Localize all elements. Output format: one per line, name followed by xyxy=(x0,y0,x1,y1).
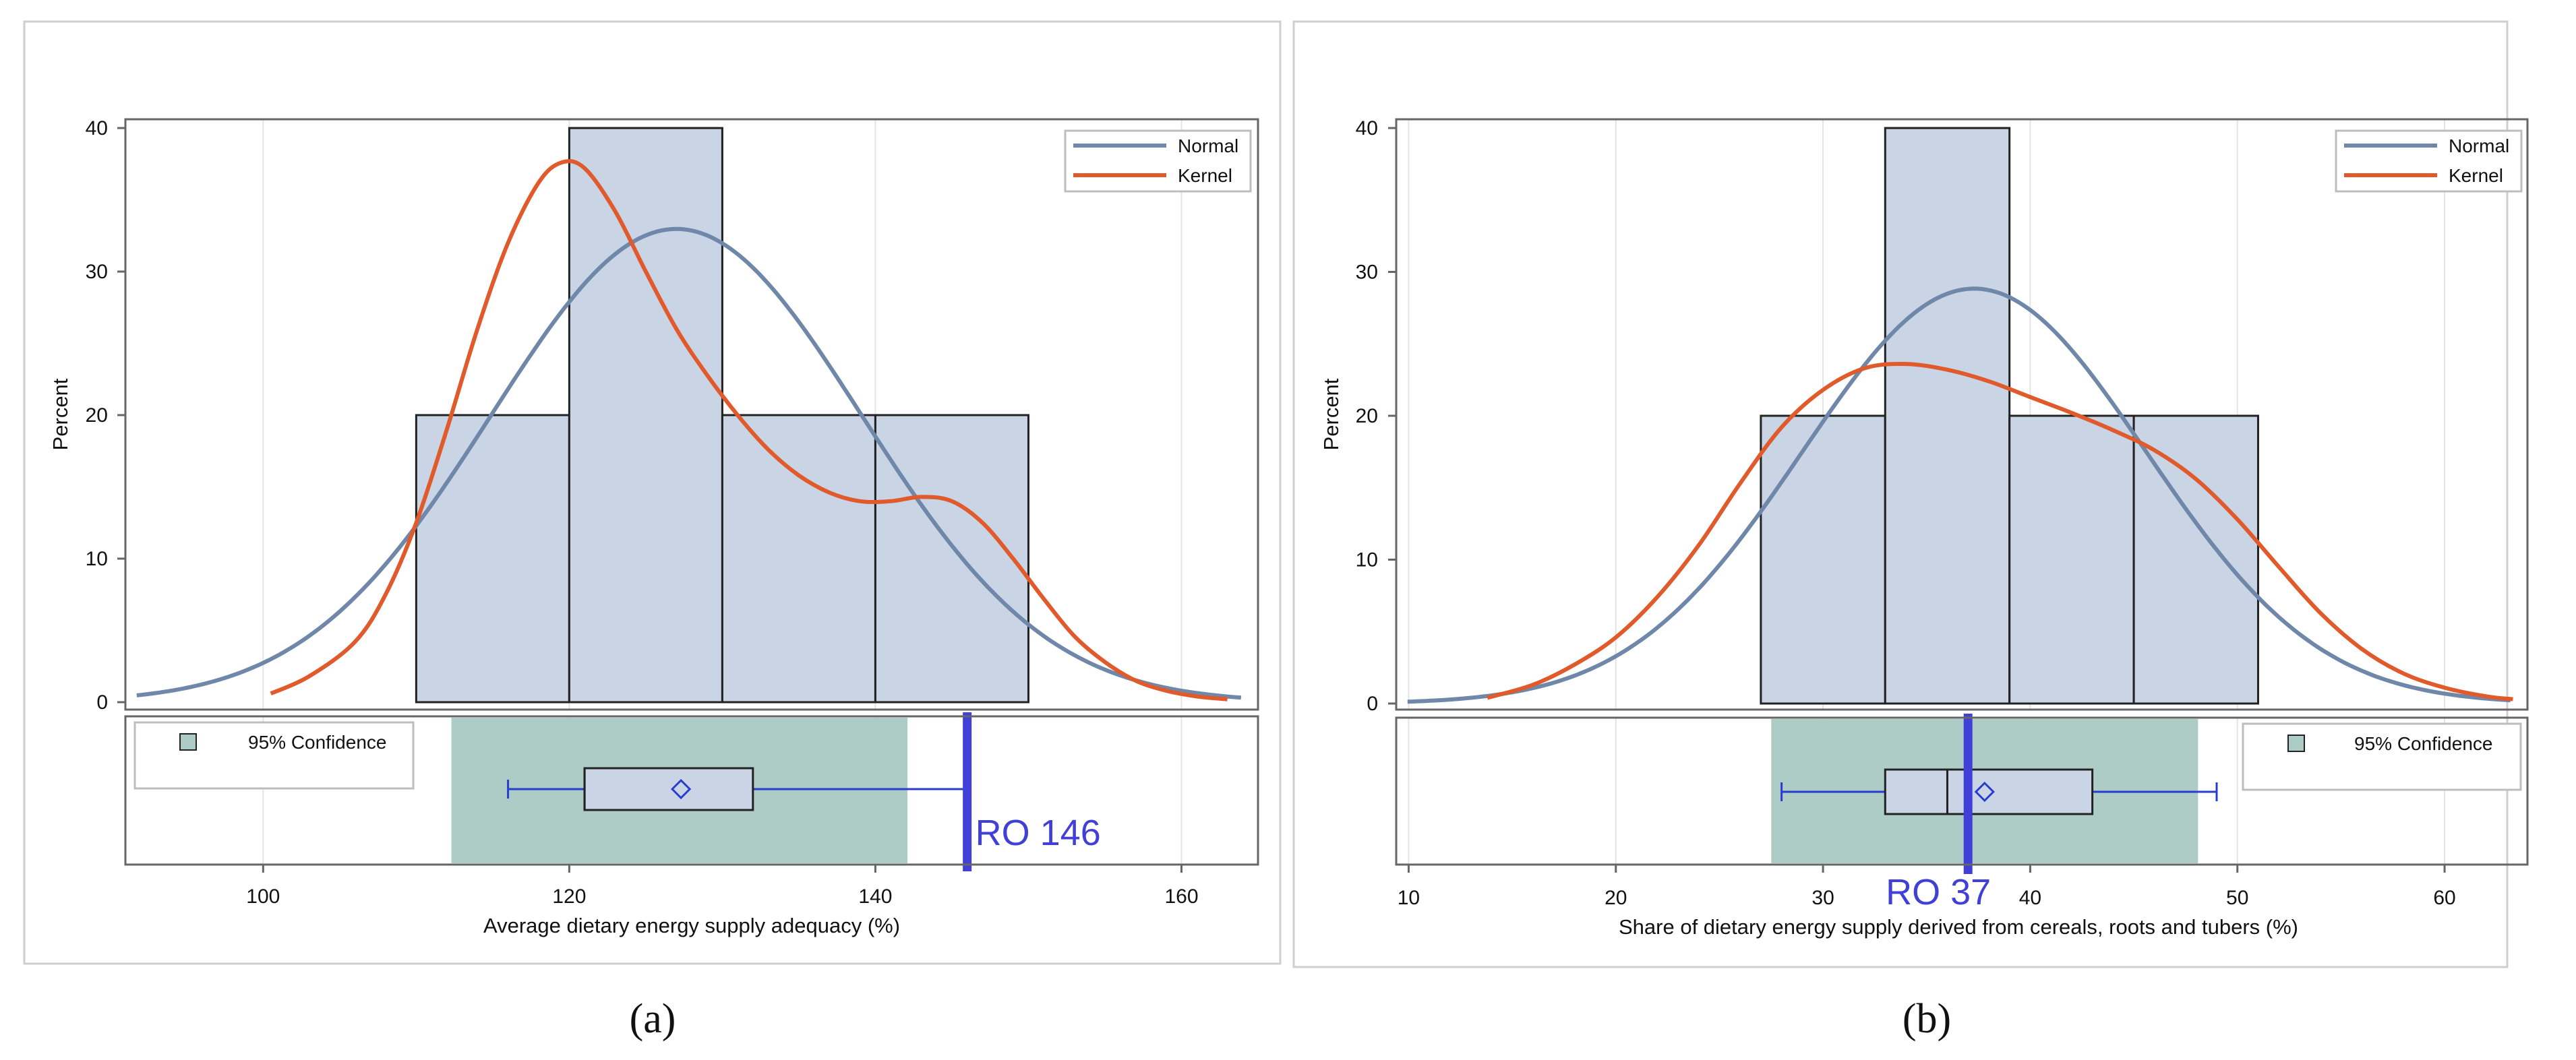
legend-frame xyxy=(2335,129,2523,193)
x-tick-label: 60 xyxy=(2433,887,2455,909)
x-tick-label: 140 xyxy=(858,885,892,908)
y-tick-label: 10 xyxy=(1356,549,1378,571)
legend-normal-label: Normal xyxy=(2449,135,2509,156)
x-tick-label: 100 xyxy=(246,885,280,908)
legend-kernel-label: Kernel xyxy=(1178,165,1232,186)
mean-marker xyxy=(1974,781,1995,803)
histogram-bar xyxy=(721,414,876,704)
y-axis-label: Percent xyxy=(1319,378,1343,450)
x-tick-label: 10 xyxy=(1398,887,1420,909)
histogram-bar xyxy=(568,127,723,704)
y-tick-label: 20 xyxy=(86,404,108,427)
histogram-plot-frame xyxy=(1395,118,2529,711)
y-tick-label: 30 xyxy=(86,261,108,283)
iqr-box xyxy=(1884,768,2094,815)
panel-b: 0 10 20 30 40 Percent Normal Kernel RO 37 95… xyxy=(1292,20,2529,1042)
x-tick-label: 30 xyxy=(1811,887,1834,909)
panel-a: 0 10 20 30 40 Percent Normal Kernel RO 146 9… xyxy=(23,20,1282,1042)
x-axis-ticks: 10 20 30 40 50 60 xyxy=(1398,865,2456,909)
confidence-legend: 95% Confidence xyxy=(133,721,415,790)
histogram-bar xyxy=(1884,127,2011,705)
confidence-legend: 95% Confidence xyxy=(2242,722,2522,791)
y-tick-label: 30 xyxy=(1356,261,1378,284)
legend-normal-label: Normal xyxy=(1178,135,1238,156)
boxplot-panel: RO 37 xyxy=(1771,714,2218,912)
x-axis-ticks: 100 120 140 160 xyxy=(246,865,1199,908)
histogram-bars xyxy=(1760,127,2259,705)
panel-label: (b) xyxy=(1903,996,1951,1042)
y-tick-label: 10 xyxy=(86,548,108,570)
normal-curve xyxy=(136,226,1242,700)
kernel-curve xyxy=(1487,362,2513,702)
histogram-bar xyxy=(1760,414,1886,705)
y-axis-ticks: 0 10 20 30 40 xyxy=(1356,117,1396,715)
kernel-curve xyxy=(270,159,1228,702)
y-tick-label: 0 xyxy=(96,691,108,714)
ro-label: RO 37 xyxy=(1886,872,1991,912)
legend-frame xyxy=(1064,129,1252,193)
histogram-bar xyxy=(415,414,570,704)
boxplot-plot-frame xyxy=(1395,716,2529,866)
iqr-box xyxy=(583,767,754,811)
y-axis-label: Percent xyxy=(49,378,72,450)
y-tick-label: 40 xyxy=(86,117,108,139)
confidence-legend-label: 95% Confidence xyxy=(248,732,386,753)
density-curves xyxy=(1407,286,2513,704)
confidence-legend-swatch xyxy=(2287,735,2305,752)
y-axis-ticks: 0 10 20 30 40 xyxy=(86,117,125,714)
curve-legend: Normal Kernel xyxy=(2335,129,2523,193)
x-axis-label: Average dietary energy supply adequacy (… xyxy=(483,914,900,937)
histogram-bar xyxy=(874,414,1029,704)
boxplot-panel: RO 146 xyxy=(451,712,1101,871)
panel-label: (a) xyxy=(630,996,676,1042)
density-curves xyxy=(136,159,1242,702)
boxplot-plot-frame xyxy=(124,715,1259,866)
mean-marker xyxy=(670,778,692,800)
normal-curve xyxy=(1407,286,2511,704)
curve-legend: Normal Kernel xyxy=(1064,129,1252,193)
x-tick-label: 20 xyxy=(1605,887,1627,909)
y-tick-label: 20 xyxy=(1356,405,1378,427)
y-tick-label: 0 xyxy=(1367,693,1378,715)
x-tick-label: 40 xyxy=(2019,887,2041,909)
y-tick-label: 40 xyxy=(1356,117,1378,139)
x-tick-label: 120 xyxy=(552,885,586,908)
confidence-legend-swatch xyxy=(179,733,197,751)
legend-kernel-label: Kernel xyxy=(2449,165,2503,186)
ro-label: RO 146 xyxy=(976,813,1101,853)
histogram-bars xyxy=(415,127,1029,704)
confidence-legend-label: 95% Confidence xyxy=(2354,733,2492,754)
x-axis-label: Share of dietary energy supply derived f… xyxy=(1619,915,2298,939)
x-tick-label: 50 xyxy=(2226,887,2248,909)
x-tick-label: 160 xyxy=(1164,885,1198,908)
histogram-bar xyxy=(2008,414,2135,705)
